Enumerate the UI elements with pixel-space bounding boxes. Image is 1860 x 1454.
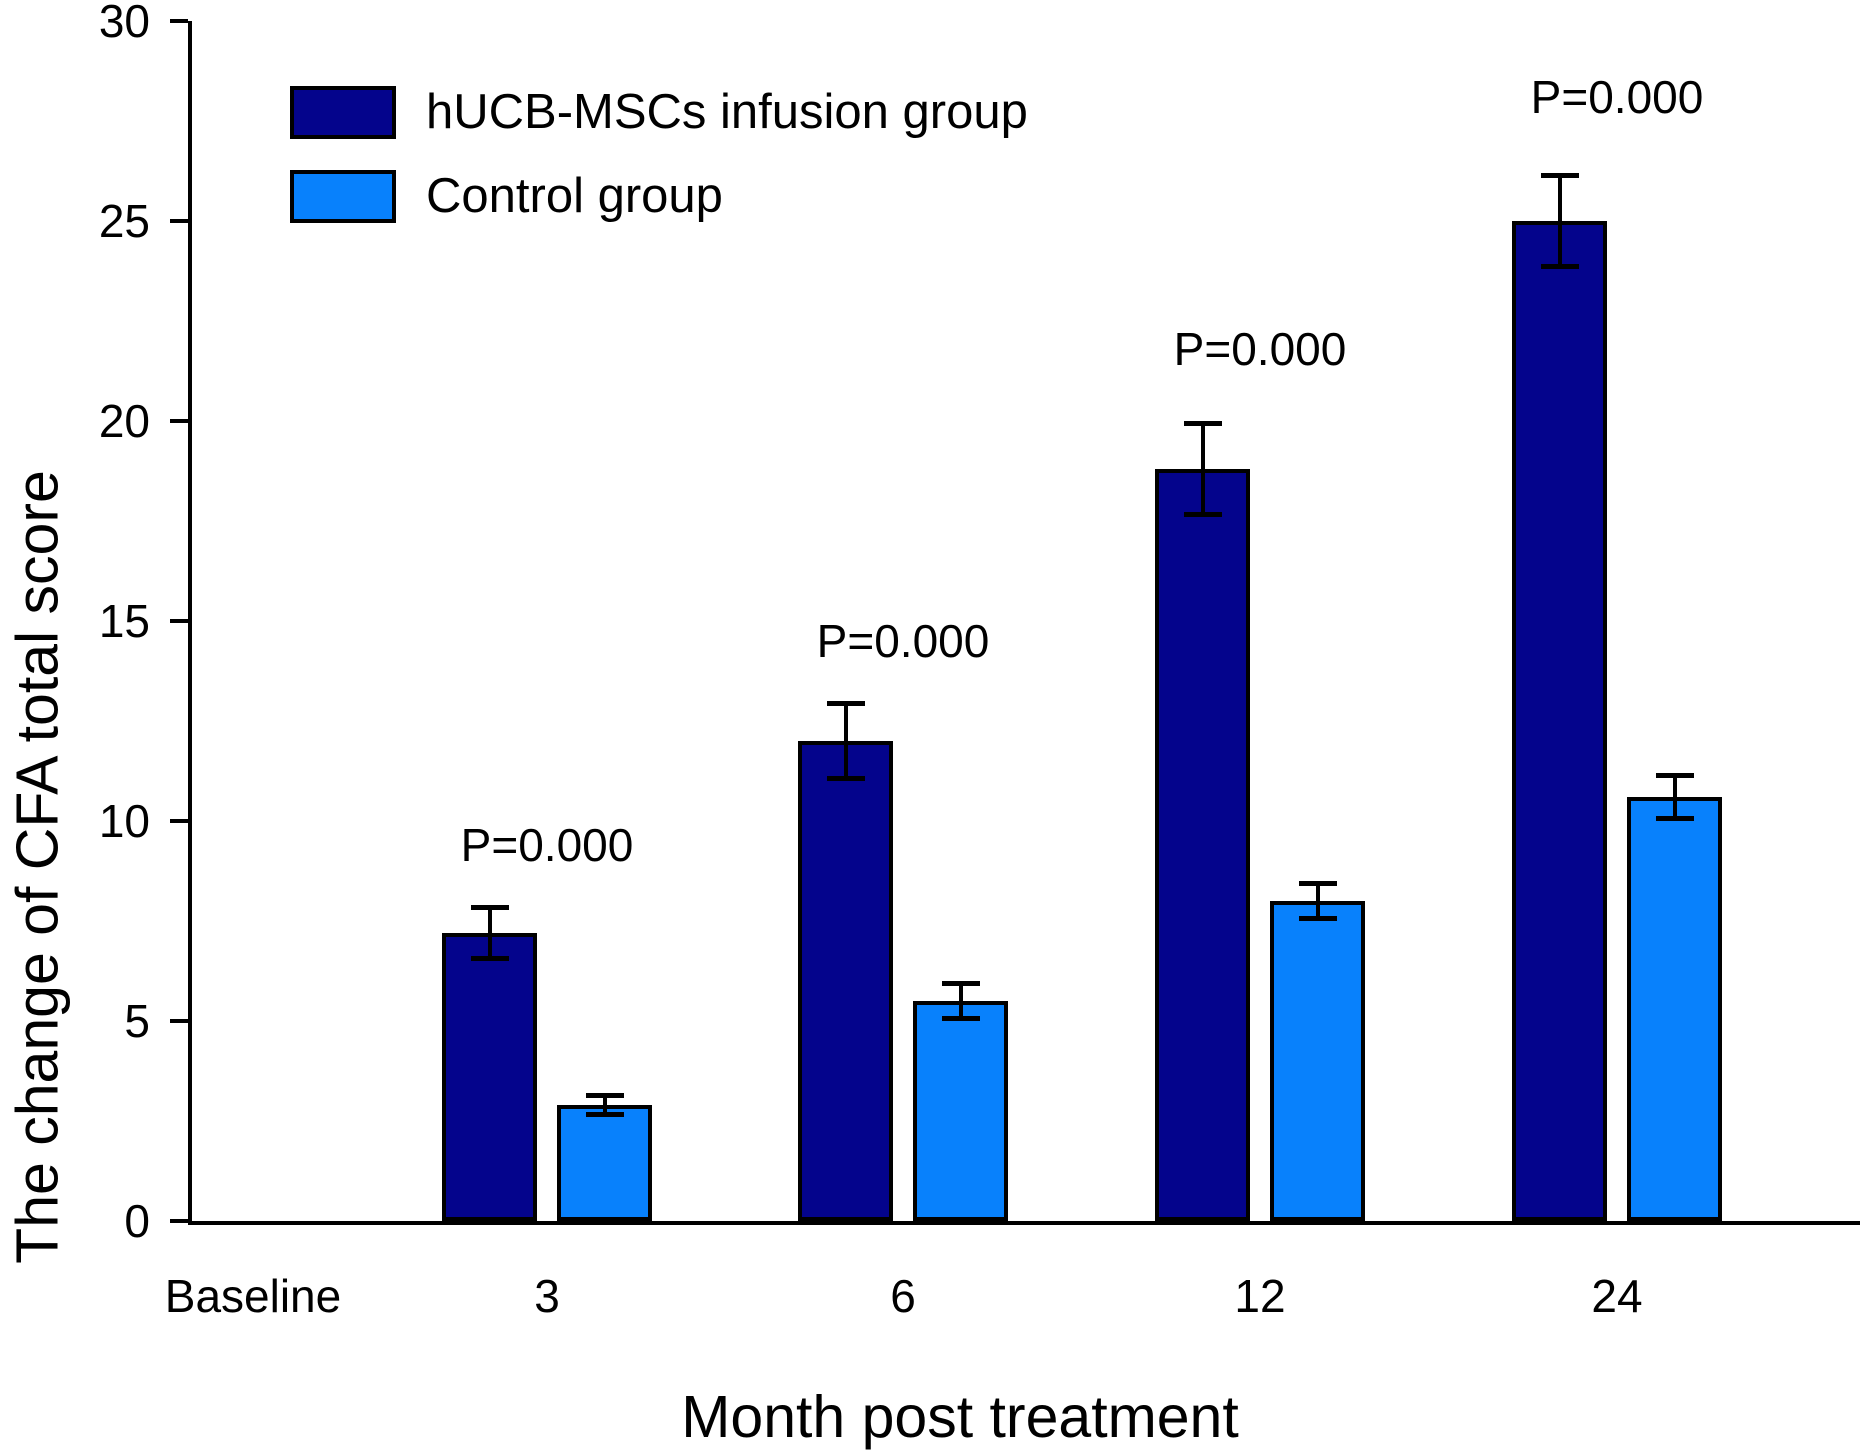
plot-area: 0 5 10 15 20 25 30 Baseline 3 6 12 24 P=0.000 P=0.000… bbox=[99, 0, 1860, 1321]
bar-control-12 bbox=[1270, 901, 1365, 1221]
x-axis-category-label: 6 bbox=[890, 1270, 916, 1322]
error-bar-line bbox=[1557, 173, 1562, 269]
error-bar-line bbox=[1315, 881, 1320, 921]
error-bar-cap-top bbox=[585, 1093, 624, 1098]
error-bar-cap-top bbox=[1298, 881, 1337, 886]
x-axis-category-label: 24 bbox=[1591, 1270, 1643, 1322]
y-axis-tick bbox=[170, 1219, 188, 1223]
y-axis-tick bbox=[170, 19, 188, 23]
y-axis-title: The change of CFA total score bbox=[4, 470, 71, 1264]
legend-swatch-control-group bbox=[290, 170, 396, 223]
error-bar-cap-bottom bbox=[470, 956, 509, 961]
y-axis-tick bbox=[170, 619, 188, 623]
error-bar-cap-top bbox=[1183, 421, 1222, 426]
bar-infusion-6 bbox=[798, 741, 893, 1221]
x-axis-category-label: Baseline bbox=[164, 1270, 342, 1322]
error-bar-line bbox=[958, 981, 963, 1021]
bar-infusion-3 bbox=[442, 933, 537, 1221]
legend-swatch-infusion-group bbox=[290, 86, 396, 139]
bar-infusion-24 bbox=[1512, 221, 1607, 1221]
x-axis-category-label: 12 bbox=[1234, 1270, 1286, 1322]
bar-infusion-12 bbox=[1155, 469, 1250, 1221]
p-value-annotation: P=0.000 bbox=[460, 819, 634, 871]
error-bar-line bbox=[843, 701, 848, 781]
p-value-annotation: P=0.000 bbox=[1530, 71, 1704, 123]
error-bar-line bbox=[1200, 421, 1205, 517]
error-bar-cap-bottom bbox=[1298, 916, 1337, 921]
y-axis-tick bbox=[170, 419, 188, 423]
error-bar-line bbox=[602, 1093, 607, 1117]
legend-label-control-group: Control group bbox=[426, 169, 723, 223]
y-axis-tick-label: 15 bbox=[98, 595, 150, 647]
error-bar-cap-bottom bbox=[941, 1016, 980, 1021]
error-bar-cap-bottom bbox=[1183, 512, 1222, 517]
y-axis-tick-label: 30 bbox=[98, 0, 150, 47]
error-bar-cap-top bbox=[1540, 173, 1579, 178]
error-bar-cap-bottom bbox=[1540, 264, 1579, 269]
error-bar-line bbox=[487, 905, 492, 961]
y-axis-tick bbox=[170, 819, 188, 823]
error-bar-line bbox=[1672, 773, 1677, 821]
error-bar-cap-top bbox=[1655, 773, 1694, 778]
error-bar-cap-bottom bbox=[585, 1112, 624, 1117]
p-value-annotation: P=0.000 bbox=[1173, 323, 1347, 375]
bar-control-24 bbox=[1627, 797, 1722, 1221]
bar-control-6 bbox=[913, 1001, 1008, 1221]
p-value-annotation: P=0.000 bbox=[816, 615, 990, 667]
error-bar-cap-top bbox=[941, 981, 980, 986]
legend-item-infusion-group: hUCB-MSCs infusion group bbox=[290, 86, 1028, 139]
x-axis-category-label: 3 bbox=[534, 1270, 560, 1322]
error-bar-cap-bottom bbox=[1655, 816, 1694, 821]
y-axis-tick-label: 0 bbox=[124, 1195, 150, 1247]
error-bar-cap-top bbox=[470, 905, 509, 910]
x-axis-title: Month post treatment bbox=[681, 1384, 1239, 1450]
y-axis-tick-label: 20 bbox=[98, 395, 150, 447]
y-axis-tick bbox=[170, 219, 188, 223]
error-bar-cap-bottom bbox=[826, 776, 865, 781]
y-axis-tick bbox=[170, 1019, 188, 1023]
bar-control-3 bbox=[557, 1105, 652, 1221]
error-bar-cap-top bbox=[826, 701, 865, 706]
legend-label-infusion-group: hUCB-MSCs infusion group bbox=[426, 85, 1028, 139]
y-axis-tick-label: 10 bbox=[98, 795, 150, 847]
legend: hUCB-MSCs infusion group Control group bbox=[290, 86, 1028, 223]
legend-item-control-group: Control group bbox=[290, 170, 1028, 223]
y-axis-tick-label: 25 bbox=[98, 195, 150, 247]
y-axis-tick-label: 5 bbox=[124, 995, 150, 1047]
